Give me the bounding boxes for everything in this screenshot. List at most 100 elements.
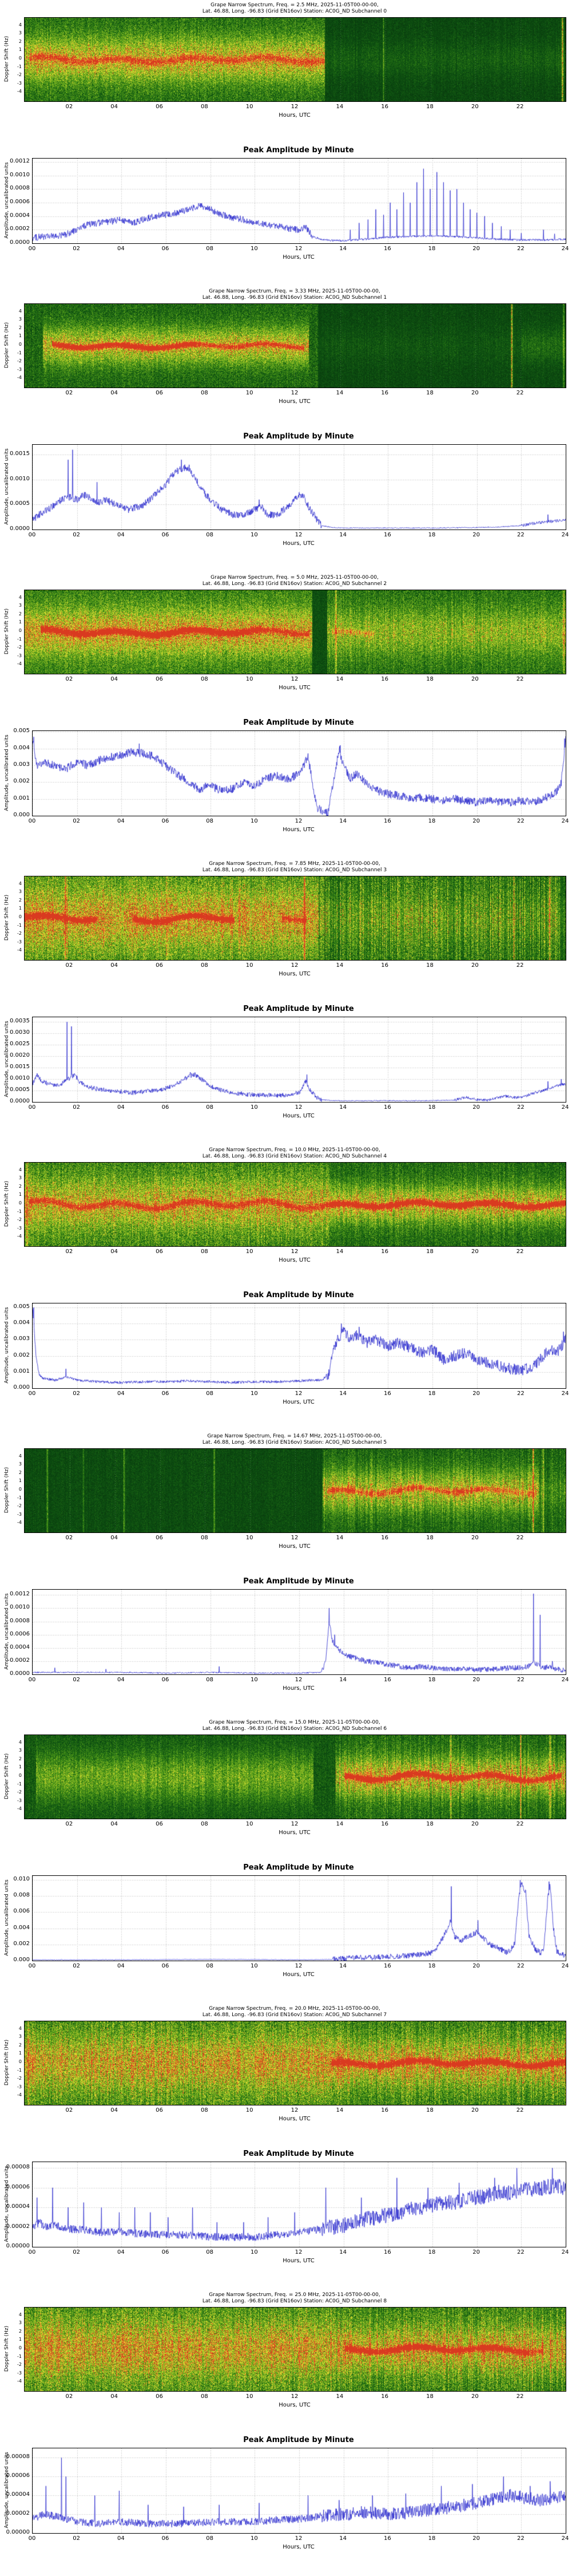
y-tick-label: 0.004 xyxy=(13,744,30,751)
x-tick-label: 22 xyxy=(516,1249,524,1255)
x-tick-label: 16 xyxy=(383,1963,391,1969)
x-tick-label: 06 xyxy=(161,1963,169,1969)
plot-area xyxy=(24,17,566,102)
x-tick-label: 08 xyxy=(206,246,214,252)
x-tick-label: 18 xyxy=(426,1249,434,1255)
spectrogram-title-line2: Lat. 46.88, Long. -96.83 (Grid EN16ov) S… xyxy=(202,1726,387,1732)
x-tick-label: 14 xyxy=(339,1963,347,1969)
x-tick-label: 24 xyxy=(561,1104,569,1111)
y-tick-label: 1 xyxy=(18,1192,22,1198)
spectrogram-block-8: Grape Narrow Spectrum, Freq. = 25.0 MHz,… xyxy=(0,2290,572,2433)
y-tick-label: -1 xyxy=(17,2353,22,2359)
x-tick-label: 10 xyxy=(250,246,258,252)
x-tick-label: 20 xyxy=(472,246,480,252)
plot-area xyxy=(24,303,566,388)
y-tick-label: 0.001 xyxy=(13,795,30,801)
y-tick-label: 1 xyxy=(18,2050,22,2056)
x-tick-label: 06 xyxy=(161,532,169,538)
plot-area xyxy=(32,1303,566,1389)
x-axis-label: Hours, UTC xyxy=(279,971,311,977)
y-tick-label: 0.0006 xyxy=(10,198,30,205)
x-tick-label: 20 xyxy=(471,1535,479,1541)
x-tick-label: 06 xyxy=(156,104,163,110)
y-tick-label: 0.00008 xyxy=(6,2453,30,2460)
x-axis-label: Hours, UTC xyxy=(283,1113,315,1119)
y-tick-label: 0.00008 xyxy=(6,2164,30,2171)
x-axis-label: Hours, UTC xyxy=(283,2258,315,2264)
y-tick-label: 0 xyxy=(18,56,22,61)
spectrogram-title-line2: Lat. 46.88, Long. -96.83 (Grid EN16ov) S… xyxy=(202,1153,387,1159)
x-tick-label: 10 xyxy=(245,2393,253,2400)
y-tick-label: 2 xyxy=(18,38,22,44)
x-tick-label: 10 xyxy=(245,1535,253,1541)
x-tick-label: 24 xyxy=(561,532,569,538)
x-axis-label: Hours, UTC xyxy=(283,254,315,260)
y-tick-label: 0.0035 xyxy=(10,1018,30,1024)
plot-area xyxy=(32,2162,566,2247)
x-tick-label: 20 xyxy=(471,2107,479,2113)
y-tick-label: -4 xyxy=(17,2092,22,2098)
amplitude-line-canvas xyxy=(33,1017,566,1102)
y-tick-label: -4 xyxy=(17,1520,22,1526)
x-tick-label: 12 xyxy=(295,1677,303,1683)
x-tick-label: 20 xyxy=(471,676,479,682)
x-tick-label: 06 xyxy=(161,2249,169,2255)
x-tick-label: 20 xyxy=(471,1249,479,1255)
x-tick-label: 06 xyxy=(156,1821,163,1827)
y-tick-label: -2 xyxy=(17,1503,22,1509)
spectrogram-title-line2: Lat. 46.88, Long. -96.83 (Grid EN16ov) S… xyxy=(202,867,387,873)
x-tick-label: 04 xyxy=(117,1104,125,1111)
x-tick-label: 14 xyxy=(339,1677,347,1683)
y-tick-label: -3 xyxy=(17,653,22,658)
x-tick-label: 06 xyxy=(156,676,163,682)
x-tick-label: 08 xyxy=(206,1963,214,1969)
x-tick-label: 20 xyxy=(472,1104,480,1111)
x-tick-label: 00 xyxy=(28,2249,36,2255)
y-tick-label: 0.0000 xyxy=(10,239,30,246)
x-tick-label: 04 xyxy=(110,390,118,396)
x-tick-label: 10 xyxy=(245,104,253,110)
x-tick-label: 06 xyxy=(161,2535,169,2542)
x-tick-label: 16 xyxy=(383,2535,391,2542)
y-tick-label: 4 xyxy=(18,1167,22,1172)
y-tick-label: 0.0002 xyxy=(10,226,30,232)
x-tick-label: 00 xyxy=(28,246,36,252)
y-tick-label: 0.0010 xyxy=(10,1604,30,1611)
amplitude-block-2: Peak Amplitude by Minute Amplitude, uncal… xyxy=(0,716,572,859)
x-tick-label: 04 xyxy=(117,2249,125,2255)
x-tick-label: 18 xyxy=(426,2107,434,2113)
y-tick-label: -2 xyxy=(17,1789,22,1795)
x-tick-label: 00 xyxy=(28,1104,36,1111)
x-tick-label: 16 xyxy=(381,2393,389,2400)
x-tick-label: 08 xyxy=(200,2107,208,2113)
x-tick-label: 22 xyxy=(516,2393,524,2400)
y-tick-label: 0.0020 xyxy=(10,1052,30,1058)
y-tick-label: 2 xyxy=(18,1469,22,1475)
x-tick-label: 10 xyxy=(250,1677,258,1683)
spectrogram-title-line2: Lat. 46.88, Long. -96.83 (Grid EN16ov) S… xyxy=(202,1440,387,1445)
y-tick-label: 0.0004 xyxy=(10,212,30,219)
y-tick-label: 0.004 xyxy=(13,1319,30,1326)
x-tick-label: 02 xyxy=(73,818,81,824)
x-tick-label: 20 xyxy=(471,1821,479,1827)
x-tick-label: 20 xyxy=(471,104,479,110)
y-tick-label: -4 xyxy=(17,1806,22,1812)
amplitude-block-4: Peak Amplitude by Minute Amplitude, uncal… xyxy=(0,1288,572,1431)
x-tick-label: 08 xyxy=(206,1390,214,1397)
x-tick-label: 08 xyxy=(206,1677,214,1683)
y-tick-label: 1 xyxy=(18,906,22,911)
y-tick-label: 3 xyxy=(18,30,22,36)
x-tick-label: 20 xyxy=(472,2535,480,2542)
y-tick-label: 0.00000 xyxy=(6,2529,30,2535)
plot-area xyxy=(24,1162,566,1247)
x-tick-label: 16 xyxy=(381,962,389,969)
spectrogram-title-line1: Grape Narrow Spectrum, Freq. = 3.33 MHz,… xyxy=(209,289,380,294)
spectrogram-canvas xyxy=(25,590,566,674)
x-tick-label: 02 xyxy=(65,2107,73,2113)
x-tick-label: 22 xyxy=(516,1821,524,1827)
x-tick-label: 00 xyxy=(28,2535,36,2542)
x-tick-label: 04 xyxy=(110,104,118,110)
x-tick-label: 16 xyxy=(381,1535,389,1541)
x-tick-label: 04 xyxy=(110,1821,118,1827)
x-tick-label: 14 xyxy=(339,2249,347,2255)
